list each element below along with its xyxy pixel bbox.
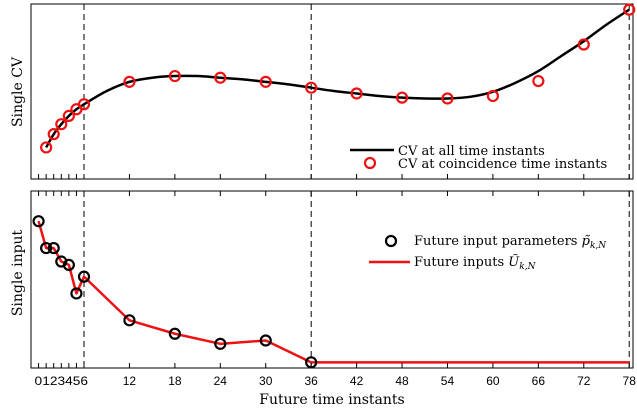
data-point-1-0-2 — [47, 241, 60, 255]
data-point-1-0-10 — [259, 334, 272, 347]
x-tick-labels-0-6: 0123456 — [35, 374, 89, 388]
data-point-1-0-4 — [62, 258, 75, 271]
series-line-1-1 — [37, 220, 630, 364]
data-point-0-1-9 — [259, 75, 272, 88]
x-tick-label-36: 36 — [304, 374, 318, 388]
data-point-0-1-2 — [55, 118, 68, 131]
bottom-x-ticks: 12 18 24 30 36 42 48 54 60 66 72 78 0123456 — [35, 191, 637, 388]
x-tick-label-30: 30 — [259, 374, 273, 388]
x-tick-label-54: 54 — [441, 374, 455, 388]
data-point-0-1-15 — [532, 74, 545, 88]
data-point-0-1-12 — [395, 91, 409, 104]
top-ylabel: Single CV — [10, 56, 26, 127]
data-point-0-1-17 — [623, 3, 636, 16]
top-panel: Single CV CV at all time instants CV at … — [10, 3, 636, 180]
x-tick-label-42: 42 — [350, 374, 364, 388]
data-point-0-1-16 — [577, 38, 590, 51]
legend-label-cv-coincidence: CV at coincidence time instants — [398, 157, 607, 172]
data-point-0-1-7 — [168, 69, 181, 83]
data-point-1-0-0 — [32, 215, 45, 228]
x-tick-label-48: 48 — [395, 374, 409, 388]
x-tick-label-18: 18 — [168, 374, 182, 388]
data-point-1-0-7 — [123, 314, 136, 327]
legend-label-cv-all: CV at all time instants — [398, 144, 545, 159]
data-point-0-1-3 — [62, 109, 75, 123]
x-tick-label-12: 12 — [123, 374, 137, 388]
top-series — [40, 3, 636, 154]
series-line-0-0 — [45, 8, 630, 149]
data-point-1-0-6 — [77, 270, 91, 283]
x-axis-label: Future time instants — [259, 392, 404, 408]
x-tick-label-24: 24 — [214, 374, 228, 388]
data-point-0-1-1 — [47, 128, 60, 141]
x-tick-label-66: 66 — [532, 374, 546, 388]
legend-marker-cv-coincidence — [363, 156, 377, 170]
top-vlines — [83, 4, 630, 179]
top-legend: CV at all time instants CV at coincidenc… — [350, 144, 607, 172]
data-point-0-1-8 — [214, 71, 227, 84]
legend-label-input-params: Future input parameters p̃k,N — [414, 234, 607, 251]
bottom-panel: 12 18 24 30 36 42 48 54 60 66 72 78 0123456 Single i… — [10, 190, 637, 408]
data-point-1-0-5 — [70, 287, 83, 300]
data-point-1-0-9 — [214, 337, 227, 350]
data-point-0-1-13 — [441, 92, 454, 105]
data-point-0-1-6 — [123, 75, 136, 88]
data-point-0-1-14 — [486, 89, 500, 103]
legend-label-inputs: Future inputs Ũk,N — [414, 254, 537, 272]
data-point-0-1-0 — [40, 141, 53, 154]
bottom-legend: Future input parameters p̃k,N Future inp… — [369, 234, 607, 272]
bottom-ylabel: Single input — [10, 229, 26, 316]
data-point-1-0-1 — [40, 241, 53, 255]
data-point-0-1-10 — [305, 81, 318, 94]
data-point-0-1-5 — [77, 98, 91, 111]
data-point-0-1-11 — [350, 87, 363, 100]
x-tick-label-60: 60 — [486, 374, 500, 388]
data-point-1-0-8 — [168, 327, 181, 340]
bottom-axes-frame — [30, 190, 634, 369]
x-tick-label-72: 72 — [577, 374, 591, 388]
x-tick-label-78: 78 — [623, 374, 637, 388]
legend-marker-input-params — [384, 234, 398, 248]
bottom-series — [32, 215, 630, 369]
